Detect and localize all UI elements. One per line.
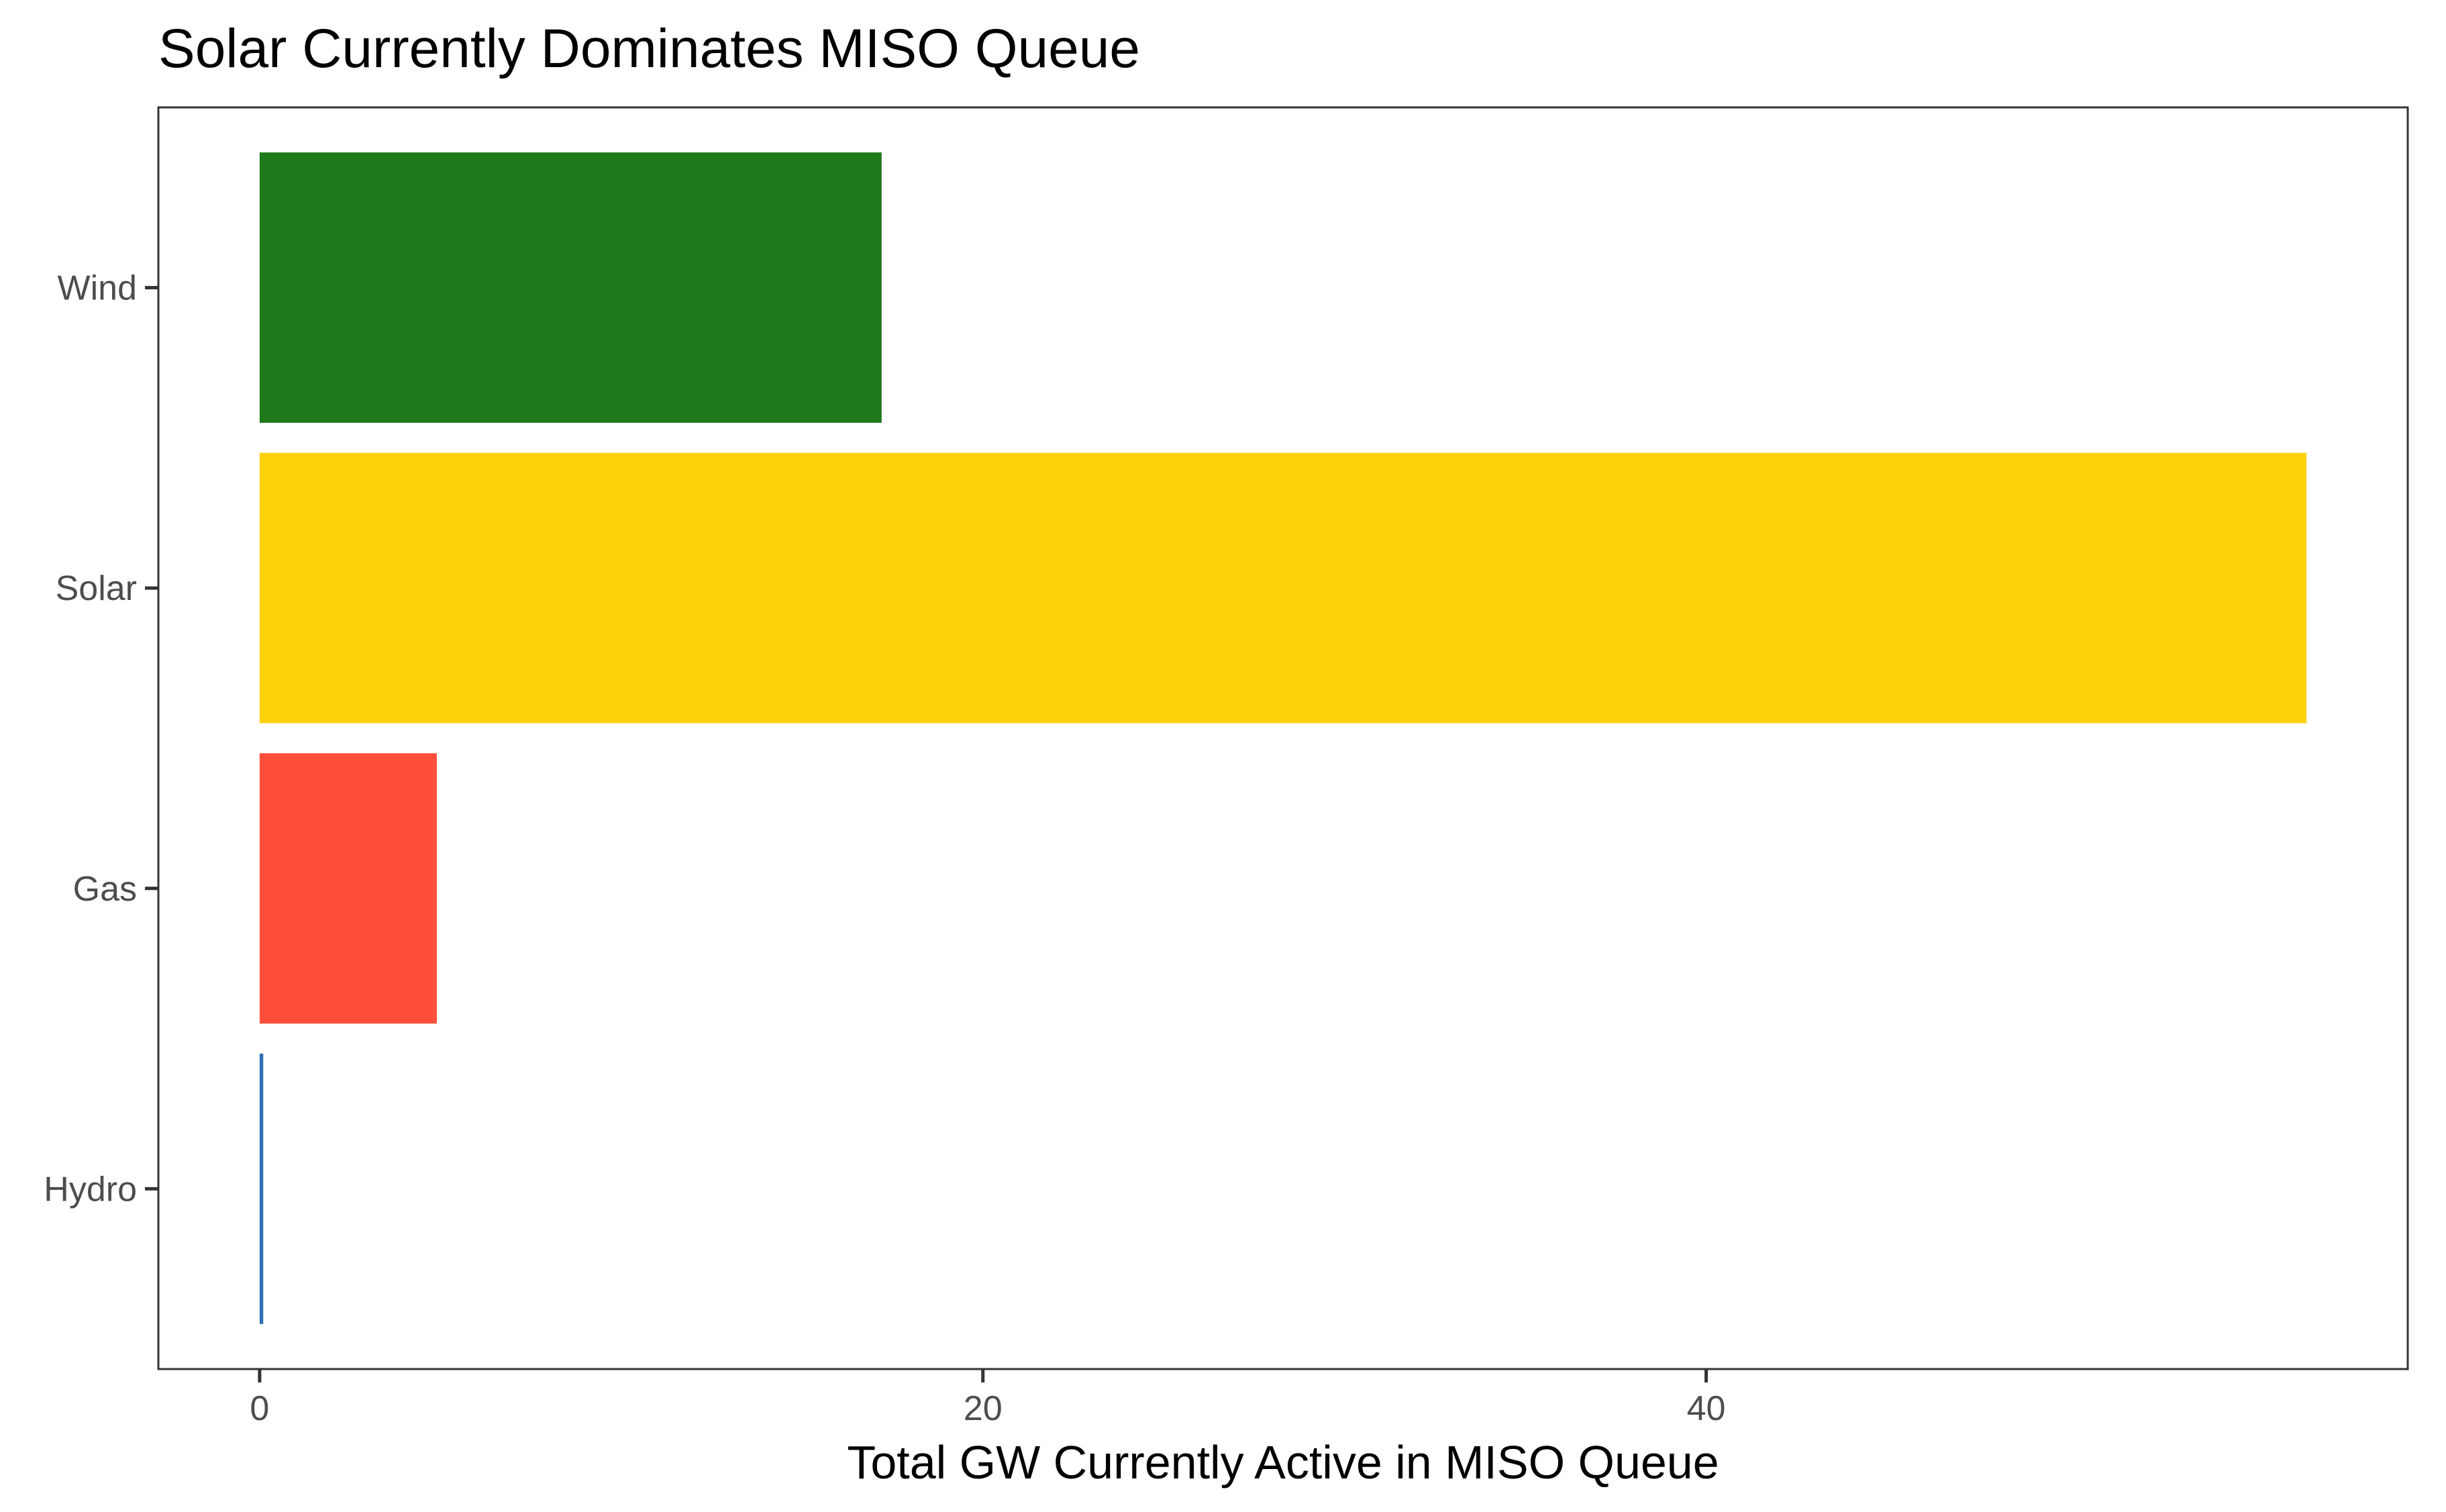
bar-gas — [259, 753, 437, 1024]
y-tick-label-hydro: Hydro — [44, 1170, 137, 1209]
bar-hydro — [259, 1054, 264, 1324]
y-tick-label-gas: Gas — [73, 870, 137, 909]
x-tick-label-0: 0 — [250, 1389, 269, 1428]
bars-group — [259, 152, 2307, 1324]
bar-solar — [259, 452, 2307, 723]
y-tick-label-solar: Solar — [56, 569, 137, 608]
y-tick-label-wind: Wind — [58, 269, 137, 308]
x-axis-title: Total GW Currently Active in MISO Queue — [847, 1436, 1719, 1489]
bar-wind — [259, 152, 882, 423]
x-axis: 0 20 40 — [250, 1369, 1725, 1428]
y-axis: Wind Solar Gas Hydro — [44, 269, 158, 1209]
chart-title: Solar Currently Dominates MISO Queue — [158, 18, 1140, 79]
x-tick-label-20: 20 — [964, 1389, 1003, 1428]
x-tick-label-40: 40 — [1687, 1389, 1726, 1428]
